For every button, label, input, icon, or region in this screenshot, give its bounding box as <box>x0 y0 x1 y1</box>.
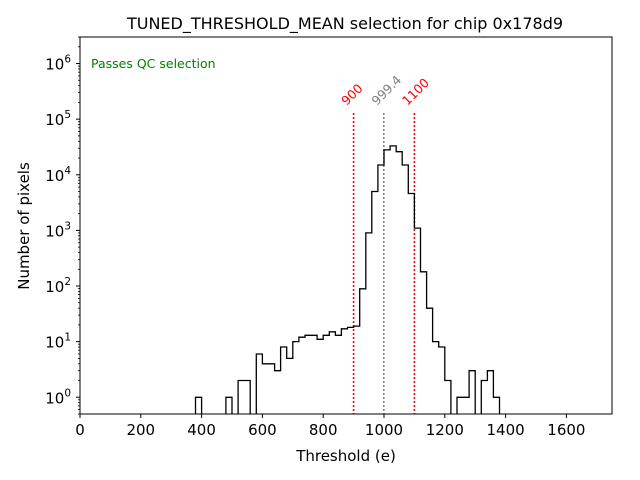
x-tick-label: 1000 <box>365 421 403 439</box>
x-axis-ticks: 0 200 400 600 800 1000 1200 1400 1600 <box>75 414 585 439</box>
y-tick-label: 106 <box>45 54 71 74</box>
y-axis-ticks: 100 101 102 103 104 105 106 <box>45 36 80 415</box>
y-tick-label: 104 <box>45 165 71 185</box>
histogram-step-line <box>194 145 501 414</box>
x-tick-label: 1200 <box>426 421 464 439</box>
x-tick-label: 400 <box>187 421 216 439</box>
x-axis-label: Threshold (e) <box>295 447 396 465</box>
y-axis-label: Number of pixels <box>15 162 33 290</box>
x-tick-label: 0 <box>75 421 85 439</box>
x-tick-label: 1400 <box>487 421 525 439</box>
qc-annotation: Passes QC selection <box>91 56 216 71</box>
y-tick-label: 100 <box>45 387 71 407</box>
x-tick-label: 1600 <box>547 421 585 439</box>
chart-title: TUNED_THRESHOLD_MEAN selection for chip … <box>126 14 563 34</box>
plot-frame <box>79 36 613 415</box>
y-tick-label: 105 <box>45 109 71 129</box>
y-tick-label: 102 <box>45 276 71 296</box>
x-tick-label: 800 <box>309 421 338 439</box>
x-tick-label: 200 <box>126 421 155 439</box>
y-tick-label: 101 <box>45 332 71 352</box>
y-tick-label: 103 <box>45 220 71 240</box>
x-tick-label: 600 <box>248 421 277 439</box>
